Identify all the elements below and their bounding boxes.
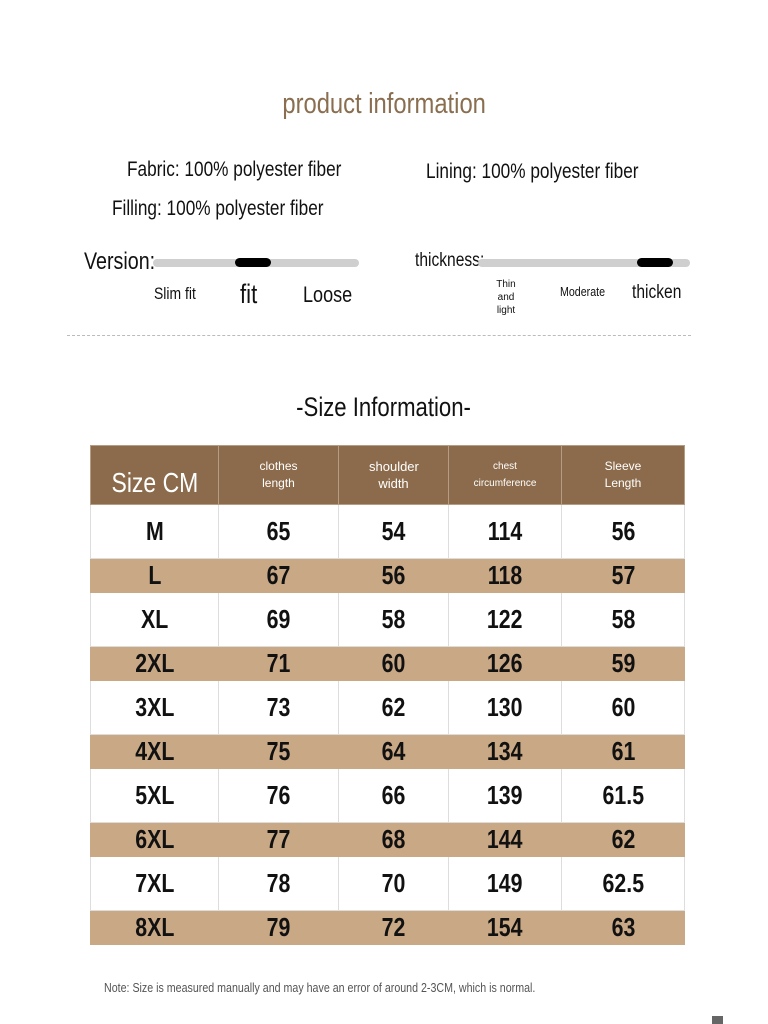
size-cell: M [90,504,219,559]
table-cell: 149 [448,856,562,911]
size-title: -Size Information- [296,392,472,422]
fabric-info: Fabric: 100% polyester fiber [127,158,342,181]
table-cell: 134 [448,734,562,769]
table-row: 3XL 73 62 130 60 [90,680,685,735]
lining-info: Lining: 100% polyester fiber [426,160,639,183]
table-cell: 62 [561,822,685,857]
table-cell: 56 [338,558,449,593]
table-cell: 118 [448,558,562,593]
header-shoulder-width: shoulder width [338,445,449,505]
thickness-option-selected: thicken [632,282,682,303]
size-cell: 3XL [90,680,219,735]
size-cell: 2XL [90,646,219,681]
table-cell: 79 [218,910,339,945]
version-option-selected: fit [240,279,258,309]
version-label: Version: [84,248,156,275]
table-cell: 56 [561,504,685,559]
table-cell: 59 [561,646,685,681]
table-cell: 61.5 [561,768,685,823]
table-row: 8XL 79 72 154 63 [90,910,685,945]
header-clothes-length: clothes length [218,445,339,505]
version-option: Loose [303,282,353,307]
table-cell: 78 [218,856,339,911]
thickness-indicator [637,258,673,267]
size-table: Size CM clothes length shoulder width ch… [90,445,685,945]
table-cell: 72 [338,910,449,945]
header-size: Size CM [90,445,219,505]
table-cell: 64 [338,734,449,769]
header-chest: chest circumference [448,445,562,505]
size-cell: 4XL [90,734,219,769]
version-scale [153,258,359,267]
table-cell: 62 [338,680,449,735]
size-cell: 5XL [90,768,219,823]
table-row: L 67 56 118 57 [90,558,685,593]
table-cell: 139 [448,768,562,823]
table-row: 6XL 77 68 144 62 [90,822,685,857]
filling-info: Filling: 100% polyester fiber [112,197,324,220]
table-cell: 58 [338,592,449,647]
table-row: 5XL 76 66 139 61.5 [90,768,685,823]
size-cell: 6XL [90,822,219,857]
table-row: 7XL 78 70 149 62.5 [90,856,685,911]
size-cell: 7XL [90,856,219,911]
table-cell: 77 [218,822,339,857]
table-cell: 130 [448,680,562,735]
table-cell: 126 [448,646,562,681]
table-cell: 68 [338,822,449,857]
table-cell: 60 [561,680,685,735]
table-cell: 62.5 [561,856,685,911]
table-cell: 70 [338,856,449,911]
table-row: 2XL 71 60 126 59 [90,646,685,681]
table-cell: 154 [448,910,562,945]
version-indicator [235,258,271,267]
table-cell: 66 [338,768,449,823]
table-cell: 122 [448,592,562,647]
table-cell: 73 [218,680,339,735]
table-cell: 76 [218,768,339,823]
note: Note: Size is measured manually and may … [104,980,536,995]
thickness-option: Thin and light [496,279,516,316]
table-cell: 63 [561,910,685,945]
header-sleeve-length: Sleeve Length [561,445,685,505]
thickness-option: Moderate [560,284,606,299]
table-cell: 75 [218,734,339,769]
table-header: Size CM clothes length shoulder width ch… [90,445,685,505]
divider [67,335,691,336]
thickness-scale [478,258,690,267]
table-row: 4XL 75 64 134 61 [90,734,685,769]
table-cell: 69 [218,592,339,647]
page-title: product information [282,88,486,120]
table-cell: 71 [218,646,339,681]
table-cell: 114 [448,504,562,559]
version-option: Slim fit [154,284,196,303]
size-cell: XL [90,592,219,647]
table-cell: 60 [338,646,449,681]
table-row: XL 69 58 122 58 [90,592,685,647]
size-cell: 8XL [90,910,219,945]
thickness-label: thickness: [415,250,485,271]
table-cell: 54 [338,504,449,559]
table-cell: 65 [218,504,339,559]
table-cell: 144 [448,822,562,857]
corner-mark [712,1016,723,1024]
table-cell: 58 [561,592,685,647]
table-cell: 67 [218,558,339,593]
size-cell: L [90,558,219,593]
table-row: M 65 54 114 56 [90,504,685,559]
table-cell: 61 [561,734,685,769]
table-cell: 57 [561,558,685,593]
